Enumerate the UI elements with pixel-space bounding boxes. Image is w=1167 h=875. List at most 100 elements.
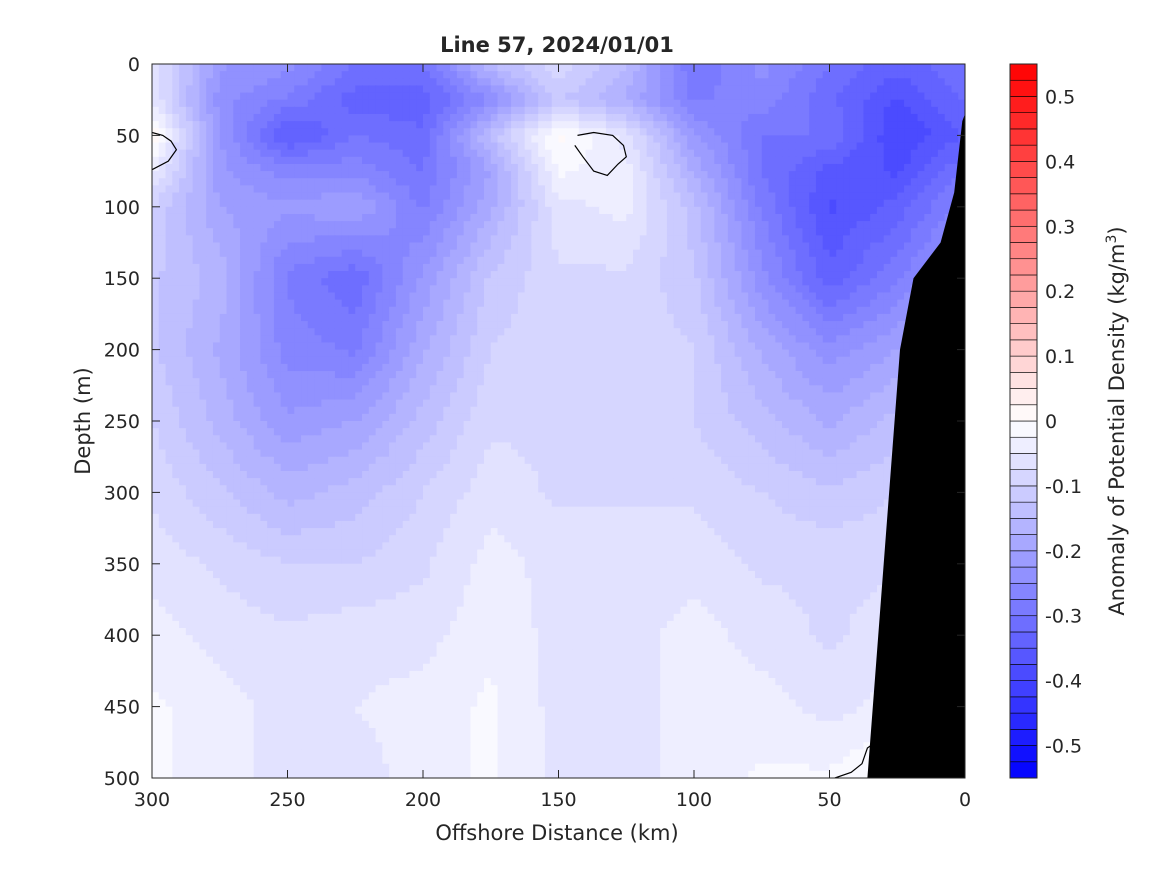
- contour-cell: [199, 106, 207, 115]
- contour-cell: [524, 249, 533, 258]
- contour-cell: [362, 328, 370, 336]
- contour-cell: [822, 185, 831, 194]
- contour-cell: [551, 213, 560, 222]
- contour-cell: [219, 135, 228, 144]
- contour-cell: [165, 78, 173, 87]
- contour-cell: [754, 342, 763, 351]
- contour-cell: [558, 256, 566, 265]
- contour-cell: [544, 156, 553, 165]
- contour-cell: [761, 235, 770, 244]
- contour-cell: [890, 349, 898, 358]
- contour-cell: [754, 235, 763, 244]
- contour-cell: [673, 285, 682, 294]
- contour-cell: [748, 71, 756, 79]
- contour-cell: [565, 163, 573, 172]
- contour-cell: [592, 221, 600, 229]
- contour-cell: [599, 263, 607, 272]
- contour-cell: [544, 228, 553, 236]
- contour-cell: [301, 306, 309, 315]
- contour-cell: [653, 321, 661, 329]
- contour-cell: [212, 163, 221, 172]
- contour-cell: [870, 192, 878, 201]
- contour-cell: [233, 156, 241, 165]
- contour-cell: [565, 171, 573, 179]
- contour-cell: [707, 321, 715, 329]
- contour-cell: [355, 71, 363, 79]
- contour-cell: [470, 356, 478, 365]
- contour-cell: [226, 321, 234, 329]
- contour-cell: [687, 121, 695, 129]
- contour-cell: [511, 135, 519, 144]
- contour-cell: [802, 335, 810, 344]
- contour-cell: [822, 128, 831, 136]
- contour-cell: [504, 192, 512, 201]
- contour-cell: [558, 242, 566, 251]
- contour-cell: [897, 249, 905, 258]
- contour-cell: [477, 92, 485, 101]
- contour-cell: [253, 99, 261, 108]
- contour-cell: [185, 235, 194, 244]
- contour-cell: [849, 313, 858, 322]
- contour-cell: [836, 206, 844, 215]
- contour-cell: [775, 99, 783, 108]
- contour-cell: [788, 85, 797, 94]
- contour-cell: [605, 221, 614, 229]
- contour-cell: [951, 113, 959, 122]
- contour-cell: [802, 292, 810, 301]
- contour-cell: [931, 199, 939, 208]
- contour-cell: [477, 335, 485, 344]
- contour-cell: [511, 271, 519, 279]
- contour-cell: [585, 292, 593, 301]
- contour-cell: [389, 206, 397, 215]
- contour-cell: [707, 335, 715, 344]
- contour-cell: [843, 342, 851, 351]
- contour-cell: [815, 71, 824, 79]
- contour-cell: [768, 242, 776, 251]
- contour-cell: [687, 249, 695, 258]
- contour-cell: [165, 306, 173, 315]
- contour-cell: [795, 178, 804, 186]
- contour-cell: [504, 64, 512, 72]
- contour-cell: [233, 285, 241, 294]
- contour-cell: [809, 206, 817, 215]
- contour-cell: [212, 85, 221, 94]
- contour-cell: [544, 178, 553, 186]
- contour-cell: [375, 178, 383, 186]
- contour-cell: [273, 106, 282, 115]
- contour-cell: [192, 163, 201, 172]
- contour-cell: [931, 171, 939, 179]
- contour-cell: [863, 85, 871, 94]
- contour-cell: [341, 342, 350, 351]
- contour-cell: [192, 256, 201, 265]
- contour-cell: [565, 313, 573, 322]
- contour-cell: [436, 235, 444, 244]
- contour-cell: [870, 135, 878, 144]
- contour-cell: [633, 328, 641, 336]
- contour-cell: [544, 285, 553, 294]
- contour-cell: [754, 113, 763, 122]
- contour-cell: [395, 113, 404, 122]
- contour-cell: [402, 92, 411, 101]
- contour-cell: [619, 135, 627, 144]
- contour-cell: [219, 199, 228, 208]
- contour-cell: [301, 299, 309, 308]
- contour-cell: [328, 271, 336, 279]
- contour-cell: [809, 313, 817, 322]
- contour-cell: [863, 113, 871, 122]
- contour-cell: [450, 64, 458, 72]
- contour-cell: [754, 85, 763, 94]
- contour-cell: [362, 299, 370, 308]
- contour-cell: [599, 299, 607, 308]
- contour-cell: [856, 221, 864, 229]
- contour-cell: [497, 85, 505, 94]
- contour-cell: [565, 113, 573, 122]
- contour-cell: [551, 178, 560, 186]
- contour-cell: [775, 328, 783, 336]
- contour-cell: [795, 342, 804, 351]
- contour-cell: [802, 235, 810, 244]
- contour-cell: [883, 335, 892, 344]
- contour-cell: [700, 328, 709, 336]
- contour-cell: [592, 249, 600, 258]
- contour-cell: [917, 149, 925, 158]
- contour-cell: [707, 78, 715, 87]
